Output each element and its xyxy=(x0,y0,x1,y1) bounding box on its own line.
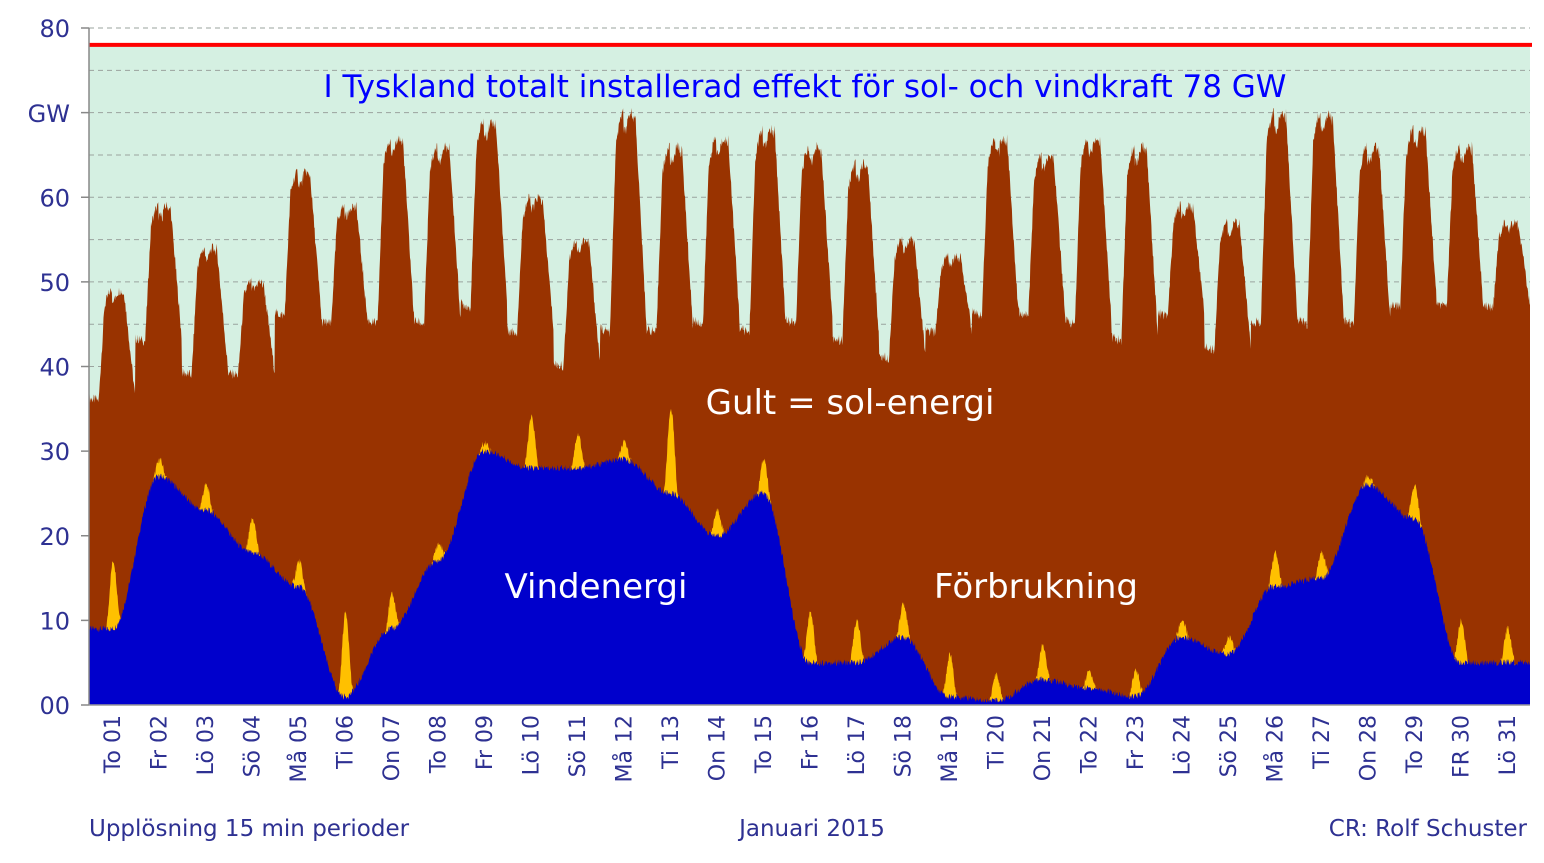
x-tick-label: On 14 xyxy=(706,715,731,781)
x-tick-label: FR 30 xyxy=(1449,715,1474,778)
x-tick-label: On 07 xyxy=(380,715,405,781)
x-tick-label: Ti 13 xyxy=(659,715,684,770)
y-axis-ticks: 00 10 20 30 40 50 60 80 xyxy=(39,15,89,720)
x-tick-label: Fr 23 xyxy=(1124,715,1149,770)
consumption-annotation: Förbrukning xyxy=(934,567,1138,607)
wind-annotation: Vindenergi xyxy=(505,567,688,607)
y-tick-label: 10 xyxy=(39,607,70,635)
solar-annotation: Gult = sol-energi xyxy=(706,383,995,423)
x-tick-label: Ti 20 xyxy=(984,715,1009,770)
x-tick-label: Fr 09 xyxy=(473,715,498,770)
x-tick-label: Sö 25 xyxy=(1217,715,1242,777)
x-tick-label: Lö 31 xyxy=(1496,715,1521,775)
x-tick-label: To 29 xyxy=(1403,715,1428,774)
x-tick-label: Lö 17 xyxy=(845,715,870,775)
x-tick-label: Må 05 xyxy=(286,715,312,782)
footer-resolution: Upplösning 15 min perioder xyxy=(89,816,410,842)
x-tick-label: Sö 04 xyxy=(241,715,266,777)
x-tick-label: Lö 03 xyxy=(194,715,219,775)
x-tick-label: Sö 18 xyxy=(892,715,917,777)
x-tick-label: To 01 xyxy=(101,715,126,774)
footer-month: Januari 2015 xyxy=(737,816,885,842)
y-tick-label: 40 xyxy=(39,354,70,382)
x-tick-label: Lö 10 xyxy=(520,715,545,775)
x-tick-label: Må 19 xyxy=(937,715,963,782)
y-tick-label: 50 xyxy=(39,269,70,297)
x-tick-label: To 08 xyxy=(427,715,452,774)
footer-credit: CR: Rolf Schuster xyxy=(1329,816,1528,842)
x-tick-label: Må 26 xyxy=(1262,715,1288,782)
x-tick-label: Sö 11 xyxy=(566,715,591,777)
y-tick-label: 80 xyxy=(39,15,70,43)
x-tick-label: To 15 xyxy=(752,715,777,774)
x-tick-label: Må 12 xyxy=(612,715,638,782)
y-tick-label: 30 xyxy=(39,438,70,466)
x-tick-label: Fr 02 xyxy=(148,715,173,770)
x-tick-label: On 28 xyxy=(1356,715,1381,781)
x-tick-label: Ti 06 xyxy=(334,715,359,770)
x-tick-label: To 22 xyxy=(1077,715,1102,774)
x-tick-label: On 21 xyxy=(1031,715,1056,781)
x-tick-label: Lö 24 xyxy=(1170,715,1195,775)
x-tick-label: Ti 27 xyxy=(1310,715,1335,770)
y-axis-unit-label: GW xyxy=(28,100,70,128)
x-axis-ticks: To 01 Fr 02 Lö 03 Sö 04 Må 05 Ti 06 On 07 To 08… xyxy=(101,715,1521,782)
chart-title: I Tyskland totalt installerad effekt för… xyxy=(324,69,1287,105)
solar-area xyxy=(89,408,1530,703)
y-tick-label: 60 xyxy=(39,184,70,212)
x-tick-label: Fr 16 xyxy=(799,715,824,770)
y-tick-label: 20 xyxy=(39,523,70,551)
y-tick-label: 00 xyxy=(39,692,70,720)
wind-area xyxy=(89,448,1530,705)
